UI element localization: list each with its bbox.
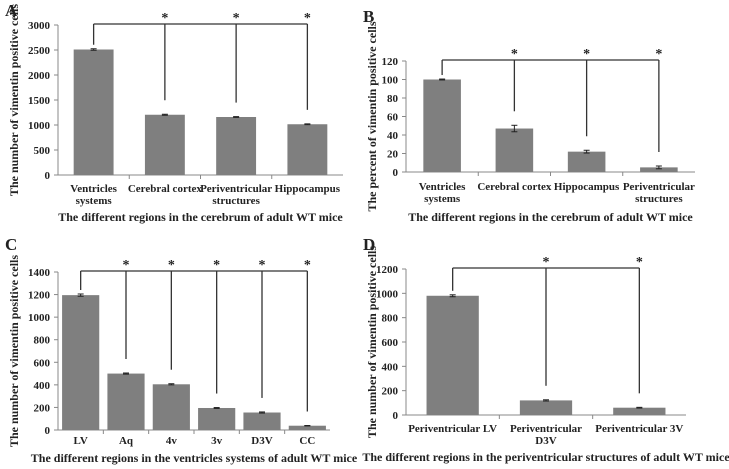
y-tick-label: 400 (382, 361, 399, 373)
significance-marker: * (583, 47, 590, 62)
y-tick-label: 1500 (28, 95, 51, 107)
y-tick-label: 20 (387, 149, 399, 161)
bar (152, 384, 190, 430)
bar (288, 425, 326, 430)
significance-marker: * (259, 258, 266, 273)
y-tick-label: 1000 (28, 312, 51, 324)
bar (62, 295, 100, 430)
y-tick-label: 1000 (28, 120, 51, 132)
bar (519, 400, 573, 415)
y-tick-label: 0 (45, 425, 51, 437)
x-tick-label: structures (212, 195, 260, 207)
significance-marker: * (168, 258, 175, 273)
x-axis-title: The different regions in the ventricles … (31, 451, 358, 465)
y-tick-label: 40 (387, 130, 399, 142)
y-tick-label: 1000 (376, 288, 399, 300)
y-tick-label: 800 (34, 335, 51, 347)
x-tick-label: CC (299, 435, 315, 447)
y-tick-label: 100 (382, 75, 399, 87)
x-axis-title: The different regions in the periventric… (362, 450, 729, 464)
significance-marker: * (655, 47, 662, 62)
significance-marker: * (161, 11, 168, 26)
significance-marker: * (636, 255, 643, 270)
y-tick-label: 400 (34, 380, 51, 392)
x-tick-label: Cerebral cortex (128, 183, 203, 195)
y-tick-label: 600 (382, 337, 399, 349)
significance-marker: * (511, 47, 518, 62)
bar (198, 407, 236, 430)
panel-c: C 0 200 400 600 800 1000 1200 1400 LV Aq 4v 3v D3V CC *… (5, 235, 358, 465)
x-tick-label: Hippocampus (554, 181, 620, 193)
y-axis-title: The number of vimentin positive cells (7, 4, 21, 196)
bar (640, 167, 678, 172)
panel-label: B (363, 7, 374, 26)
y-tick-label: 60 (387, 112, 399, 124)
x-tick-label: Periventricular 3V (595, 423, 683, 435)
y-axis-title: The number of vimentin positive cells (365, 246, 379, 438)
x-tick-label: Cerebral cortex (477, 181, 552, 193)
panel-label: A (5, 1, 18, 20)
x-tick-label: systems (424, 193, 461, 205)
y-tick-label: 200 (382, 386, 399, 398)
x-tick-label: Periventricular (200, 183, 272, 195)
y-tick-label: 120 (382, 56, 399, 68)
x-tick-label: Periventricular (510, 423, 582, 435)
y-tick-label: 1200 (376, 264, 399, 276)
panel-label: C (5, 235, 17, 254)
significance-marker: * (304, 258, 311, 273)
x-tick-label: Ventricles (70, 183, 117, 195)
panel-d: D 0 200 400 600 800 1000 1200 Periventricular LV… (362, 235, 729, 464)
significance-marker: * (123, 258, 130, 273)
significance-marker: * (543, 255, 550, 270)
significance-marker: * (233, 11, 240, 26)
y-tick-label: 1400 (28, 267, 51, 279)
y-tick-label: 0 (393, 167, 399, 179)
panel-a: A 0 500 1000 1500 2000 2500 3000 Ventriclessyste… (5, 1, 343, 224)
y-tick-label: 600 (34, 357, 51, 369)
x-tick-label: LV (74, 435, 88, 447)
x-tick-label: D3V (251, 435, 272, 447)
y-tick-label: 200 (34, 402, 51, 414)
bar (613, 407, 666, 415)
y-tick-label: 500 (34, 145, 51, 157)
x-axis-title: The different regions in the cerebrum of… (58, 210, 343, 224)
bar (426, 295, 479, 415)
x-axis-title: The different regions in the cerebrum of… (408, 210, 693, 224)
bar (107, 373, 145, 430)
bar (216, 117, 257, 175)
x-tick-label: structures (635, 193, 683, 205)
bar (287, 124, 328, 175)
y-tick-label: 2500 (28, 45, 51, 57)
x-tick-label: 4v (166, 435, 178, 447)
bar (567, 151, 606, 172)
y-tick-label: 800 (382, 313, 399, 325)
y-tick-label: 3000 (28, 20, 51, 32)
bar (495, 128, 534, 172)
bar (73, 49, 114, 175)
y-tick-label: 0 (393, 410, 399, 422)
x-tick-label: 3v (211, 435, 223, 447)
x-tick-label: Aq (119, 435, 134, 447)
x-tick-label: Ventricles (419, 181, 466, 193)
y-tick-label: 0 (45, 170, 51, 182)
y-tick-label: 80 (387, 93, 399, 105)
bar (423, 79, 461, 172)
x-tick-label: Periventricular LV (408, 423, 497, 435)
y-tick-label: 1200 (28, 290, 51, 302)
y-axis-title: The number of vimentin positive cells (7, 255, 21, 447)
significance-marker: * (304, 11, 311, 26)
x-tick-label: Periventricular (623, 181, 695, 193)
x-tick-label: systems (76, 195, 113, 207)
bar (144, 114, 185, 175)
y-tick-label: 2000 (28, 70, 51, 82)
panel-label: D (363, 235, 375, 254)
bar (243, 412, 281, 430)
x-tick-label: Hippocampus (275, 183, 341, 195)
x-tick-label: D3V (535, 435, 556, 447)
y-axis-title: The percent of vimentin positive cells (365, 21, 379, 211)
significance-marker: * (213, 258, 220, 273)
